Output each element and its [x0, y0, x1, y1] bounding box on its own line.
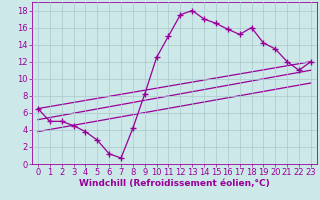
- X-axis label: Windchill (Refroidissement éolien,°C): Windchill (Refroidissement éolien,°C): [79, 179, 270, 188]
